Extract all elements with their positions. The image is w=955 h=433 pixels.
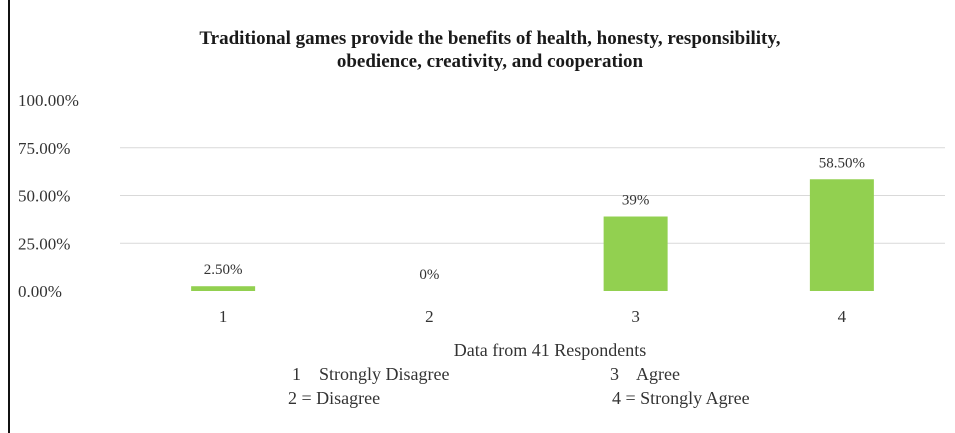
x-tick-label: 4 [838, 307, 847, 326]
legend-item-2: 2 = Disagree [288, 388, 381, 408]
y-tick-label: 75.00% [18, 139, 70, 158]
legend-item-3: 3 Agree [610, 364, 680, 384]
y-tick-label: 50.00% [18, 187, 70, 206]
x-axis-label: Data from 41 Respondents [453, 340, 647, 360]
x-tick-label: 3 [631, 307, 640, 326]
data-label: 39% [622, 193, 650, 209]
y-tick-label: 100.00% [18, 91, 79, 110]
chart-title-line1: Traditional games provide the benefits o… [199, 28, 781, 49]
data-label: 0% [419, 267, 439, 283]
legend-item-4: 4 = Strongly Agree [612, 388, 750, 408]
left-border [8, 0, 10, 433]
chart-title-line2: obedience, creativity, and cooperation [336, 51, 644, 72]
bar [809, 179, 874, 291]
bar [603, 216, 668, 291]
x-tick-label: 1 [219, 307, 228, 326]
legend-item-1: 1 Strongly Disagree [292, 364, 450, 384]
y-tick-label: 0.00% [18, 282, 62, 301]
data-label: 58.50% [819, 155, 865, 171]
bar [191, 286, 256, 291]
x-tick-label: 2 [425, 307, 434, 326]
data-label: 2.50% [204, 262, 243, 278]
y-tick-label: 25.00% [18, 234, 70, 253]
